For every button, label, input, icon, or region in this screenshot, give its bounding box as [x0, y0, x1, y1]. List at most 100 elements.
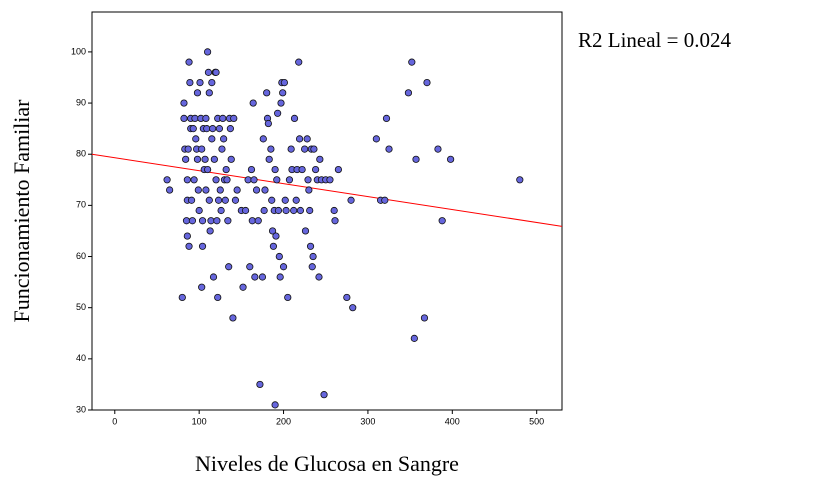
point: [227, 155, 235, 163]
point: [192, 135, 200, 143]
point: [298, 165, 306, 174]
y-axis-label: Funcionamiento Familiar: [9, 99, 34, 323]
point: [274, 206, 283, 215]
point: [296, 206, 305, 215]
point: [404, 89, 413, 97]
point: [264, 119, 272, 128]
fit-line: [91, 153, 563, 227]
point: [178, 293, 186, 302]
point: [195, 206, 203, 215]
point: [277, 99, 285, 107]
point: [185, 242, 193, 250]
point: [183, 232, 191, 240]
x-tick-label: 200: [276, 416, 291, 426]
point: [412, 155, 420, 163]
point: [214, 293, 222, 302]
y-tick-label: 60: [76, 251, 86, 261]
point: [250, 176, 258, 184]
x-tick-label: 500: [529, 416, 544, 426]
point: [166, 186, 174, 194]
point: [271, 165, 279, 174]
point: [198, 242, 207, 250]
point: [330, 206, 338, 215]
point: [220, 135, 228, 143]
point: [209, 125, 217, 133]
point: [182, 155, 190, 163]
point: [295, 58, 303, 66]
point: [274, 109, 282, 117]
point: [193, 89, 202, 97]
point: [212, 68, 220, 76]
point: [410, 334, 418, 342]
point: [309, 252, 317, 261]
point: [215, 125, 224, 133]
point: [241, 206, 250, 215]
y-tick-label: 80: [76, 149, 86, 159]
point: [204, 165, 212, 174]
point: [185, 58, 193, 66]
point: [194, 186, 202, 194]
point: [208, 135, 216, 143]
point: [187, 196, 196, 204]
point: [434, 145, 442, 153]
point: [306, 242, 315, 250]
point: [316, 155, 324, 163]
plot-frame: [91, 11, 563, 411]
point: [189, 125, 197, 133]
point: [312, 165, 320, 174]
point: [290, 206, 298, 215]
point: [420, 314, 429, 322]
point: [205, 196, 213, 204]
point: [198, 145, 206, 153]
point: [271, 401, 279, 409]
y-tick-label: 90: [76, 97, 86, 107]
point: [272, 232, 280, 240]
point: [279, 263, 288, 271]
point: [225, 263, 233, 271]
point: [196, 78, 204, 87]
point: [438, 217, 446, 225]
point: [290, 114, 299, 123]
point: [385, 145, 393, 153]
point: [252, 186, 261, 194]
point: [269, 242, 278, 250]
point: [292, 196, 300, 204]
point: [254, 217, 262, 225]
y-tick-label: 30: [76, 404, 86, 414]
x-tick-label: 100: [192, 416, 207, 426]
point: [382, 114, 391, 123]
y-tick-label: 70: [76, 200, 86, 210]
point: [163, 176, 171, 184]
point: [260, 206, 268, 215]
point: [246, 263, 254, 271]
point: [183, 176, 191, 184]
point: [233, 186, 241, 194]
point: [198, 217, 207, 225]
point: [305, 186, 313, 194]
point: [186, 78, 194, 87]
point: [229, 314, 237, 322]
point: [201, 155, 209, 163]
point: [256, 380, 264, 389]
point: [447, 155, 455, 163]
point: [219, 114, 227, 123]
point: [205, 89, 213, 97]
point: [308, 263, 316, 271]
point: [268, 227, 277, 235]
point: [217, 206, 225, 215]
point: [239, 283, 247, 291]
y-tick-label: 40: [76, 353, 86, 363]
point: [306, 206, 314, 215]
point: [287, 145, 295, 153]
point: [182, 217, 191, 225]
point: [190, 176, 198, 184]
point: [276, 273, 284, 281]
point: [304, 176, 312, 184]
point: [224, 217, 232, 225]
point: [231, 196, 240, 204]
point: [310, 145, 318, 153]
point: [285, 176, 294, 184]
point: [381, 196, 389, 204]
point: [349, 304, 357, 312]
